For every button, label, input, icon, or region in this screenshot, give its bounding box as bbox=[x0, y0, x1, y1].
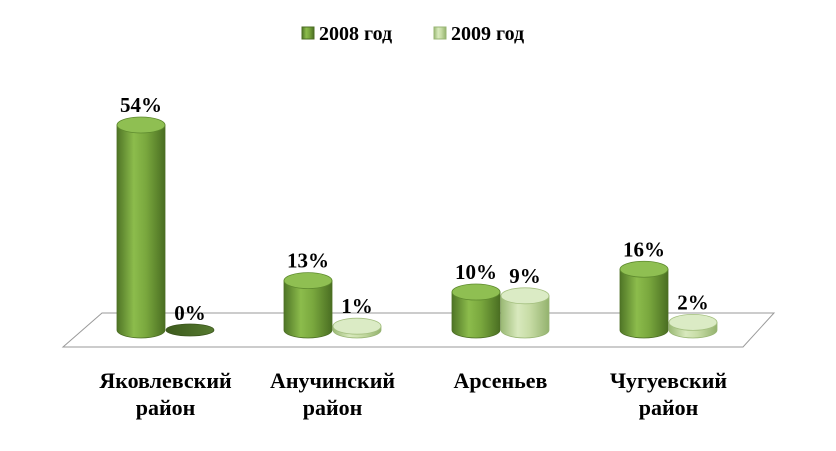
bar-series1-cat1 bbox=[116, 116, 166, 339]
category-label: Чугуевский район bbox=[610, 368, 727, 420]
data-label: 10% bbox=[455, 260, 497, 284]
bar-series2-cat3 bbox=[500, 287, 550, 339]
legend-label: 2009 год bbox=[451, 23, 524, 45]
bar-series1-cat3 bbox=[451, 283, 501, 339]
bar-top bbox=[283, 272, 333, 290]
data-label: 16% bbox=[623, 237, 665, 261]
data-label: 13% bbox=[287, 249, 329, 273]
category-labels: Яковлевский район Анучинский район Арсеньев Ч… bbox=[99, 368, 727, 420]
bar-body bbox=[451, 291, 501, 339]
data-label: 54% bbox=[120, 93, 162, 117]
legend-item: 2008 год bbox=[301, 23, 392, 45]
legend-swatch bbox=[433, 26, 447, 40]
data-label: 2% bbox=[677, 290, 709, 314]
legend-swatch bbox=[301, 26, 315, 40]
data-label: 9% bbox=[509, 264, 541, 288]
legend-item: 2009 год bbox=[433, 23, 524, 45]
category-label: Арсеньев bbox=[454, 368, 548, 393]
legend: 2008 год 2009 год bbox=[301, 23, 524, 45]
bar-top bbox=[332, 317, 382, 335]
bar-top bbox=[116, 116, 166, 134]
bar-series2-cat4 bbox=[668, 314, 718, 339]
data-label: 0% bbox=[174, 301, 206, 325]
bar-top bbox=[619, 260, 669, 278]
bar-body bbox=[116, 124, 166, 339]
bar-body bbox=[283, 280, 333, 339]
bars: 54% 0% 13% 1% 10% 9% 16% 2% bbox=[116, 93, 718, 339]
bar-top bbox=[668, 314, 718, 331]
category-label: Яковлевский район bbox=[99, 368, 232, 420]
bar-body bbox=[500, 295, 550, 339]
legend-label: 2008 год bbox=[319, 23, 392, 45]
bar-top bbox=[451, 283, 501, 301]
bar-zero-disc bbox=[165, 323, 215, 337]
bar-series2-cat1 bbox=[165, 323, 215, 337]
bar-series1-cat2 bbox=[283, 272, 333, 339]
bar-series1-cat4 bbox=[619, 260, 669, 339]
bar-top bbox=[500, 287, 550, 305]
bar-body bbox=[619, 268, 669, 339]
chart-floor bbox=[61, 312, 776, 348]
bar-series2-cat2 bbox=[332, 317, 382, 339]
data-label: 1% bbox=[341, 294, 373, 318]
category-label: Анучинский район bbox=[270, 368, 395, 420]
